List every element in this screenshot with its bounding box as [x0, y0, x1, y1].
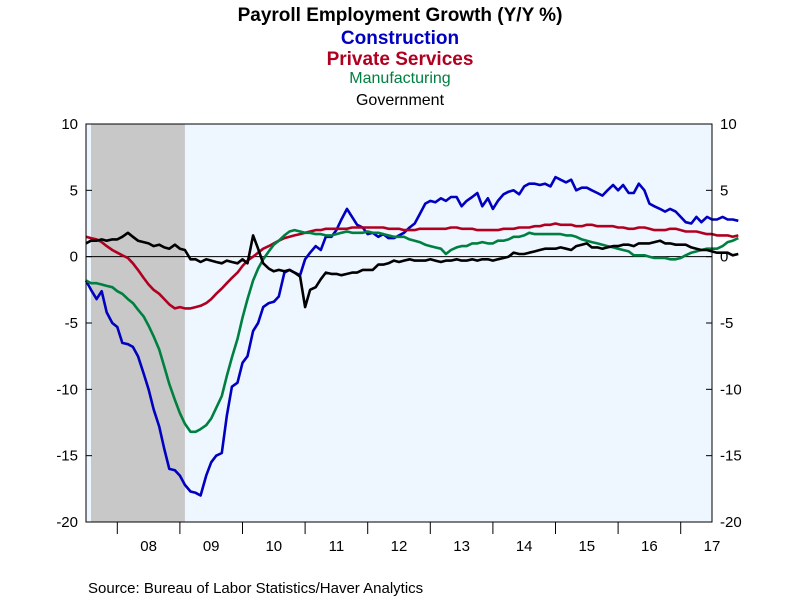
series-layer [84, 175, 739, 497]
series-line-manufacturing [85, 228, 739, 434]
x-tick-label: 17 [704, 538, 721, 555]
recession-shading [91, 124, 185, 522]
series-line-private-services [85, 222, 739, 310]
y-tick-label-left: -5 [65, 315, 78, 332]
y-tick-label-right: 0 [720, 249, 728, 266]
series-title-manufacturing: Manufacturing [349, 70, 450, 87]
series-title-private-services: Private Services [327, 49, 474, 70]
x-tick-label: 08 [140, 538, 157, 555]
series-line-government [85, 231, 739, 309]
y-tick-label-right: -20 [720, 514, 742, 531]
x-tick-label: 13 [453, 538, 470, 555]
y-tick-label-left: 5 [70, 182, 78, 199]
x-tick-label: 11 [329, 538, 345, 555]
source-note: Source: Bureau of Labor Statistics/Haver… [88, 580, 423, 597]
x-tick-label: 12 [391, 538, 408, 555]
y-tick-label-right: -15 [720, 448, 742, 465]
x-tick-label: 16 [641, 538, 658, 555]
x-tick-label: 10 [265, 538, 282, 555]
x-tick-label: 09 [203, 538, 220, 555]
y-tick-label-left: 0 [70, 249, 78, 266]
x-tick-label: 14 [516, 538, 533, 555]
x-tick-label: 15 [578, 538, 595, 555]
y-tick-label-left: -15 [56, 448, 78, 465]
y-tick-label-right: 5 [720, 182, 728, 199]
chart-title: Payroll Employment Growth (Y/Y %) [238, 5, 563, 26]
y-tick-label-left: -10 [56, 381, 78, 398]
y-tick-label-right: 10 [720, 116, 737, 133]
series-title-government: Government [356, 92, 445, 109]
y-tick-label-right: -5 [720, 315, 733, 332]
series-line-construction [84, 175, 739, 497]
ticks-layer: 10 10 5 5 0 0 -5 -5 -10 -10 -15 -15 -20 -20 08 09 10 11 12… [56, 116, 741, 555]
series-title-construction: Construction [341, 28, 459, 49]
y-tick-label-left: -20 [56, 514, 78, 531]
y-tick-label-left: 10 [61, 116, 78, 133]
y-tick-label-right: -10 [720, 381, 742, 398]
